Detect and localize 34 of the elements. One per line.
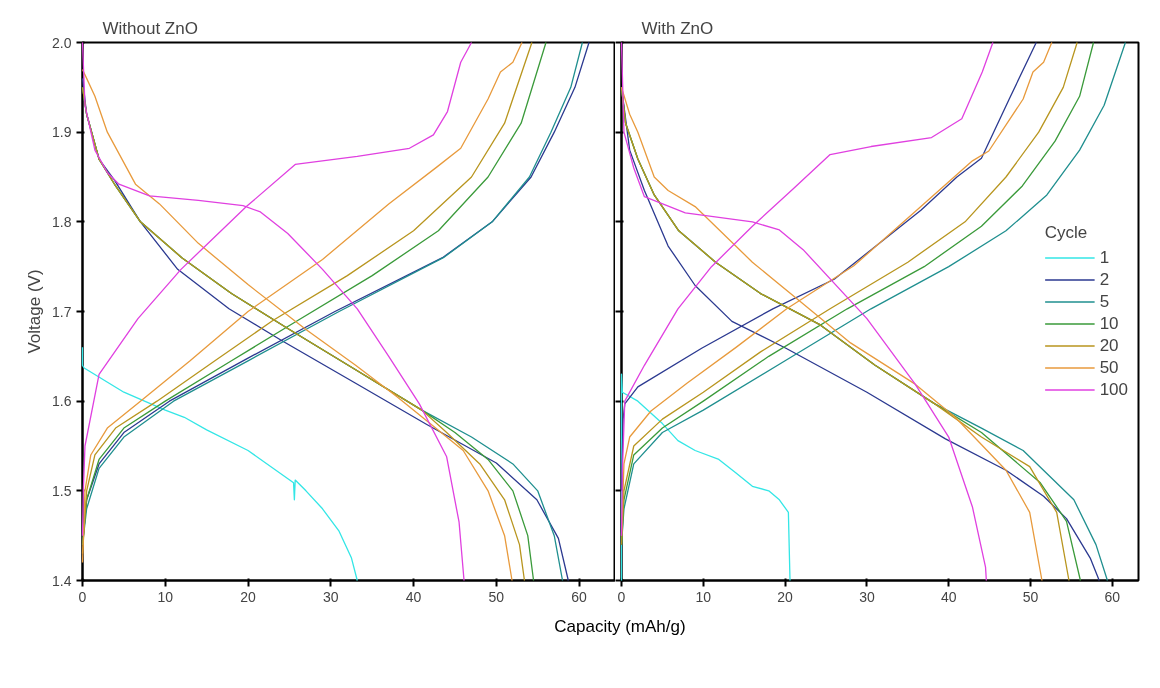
x-tick-label: 40 [405, 588, 422, 605]
y-tick-label: 1.7 [52, 303, 72, 320]
chart-title: Without ZnO [102, 18, 198, 38]
x-tick-label: 30 [323, 588, 339, 605]
chart-title: With ZnO [641, 18, 714, 38]
line-series [81, 346, 358, 582]
x-tick-label: 10 [157, 588, 174, 605]
legend-title: Cycle [1044, 222, 1089, 243]
x-tick-label: 0 [617, 588, 626, 605]
x-tick-label: 60 [571, 588, 588, 605]
y-tick-label: 1.8 [52, 213, 72, 230]
legend-label: 2 [1099, 269, 1111, 290]
x-tick-label: 60 [1104, 588, 1121, 605]
x-tick-label: 20 [777, 588, 794, 605]
x-tick-label: 10 [695, 588, 712, 605]
x-axis-title: Capacity (mAh/g) [554, 616, 686, 638]
x-tick-label: 30 [859, 588, 875, 605]
legend-label: 1 [1099, 247, 1111, 268]
y-axis-title: Voltage (V) [25, 269, 45, 354]
y-tick-label: 1.9 [52, 124, 72, 141]
legend-label: 5 [1099, 291, 1111, 312]
y-tick-label: 1.5 [52, 482, 72, 499]
x-tick-label: 50 [1022, 588, 1039, 605]
y-tick-label: 1.6 [52, 393, 72, 410]
x-tick-label: 0 [78, 588, 87, 605]
x-tick-label: 20 [240, 588, 257, 605]
legend-label: 20 [1099, 335, 1120, 356]
x-tick-label: 40 [940, 588, 957, 605]
legend-label: 50 [1099, 357, 1120, 378]
x-tick-label: 50 [488, 588, 505, 605]
legend-label: 10 [1099, 313, 1120, 334]
y-tick-label: 2.0 [52, 34, 72, 51]
y-tick-label: 1.4 [52, 572, 72, 589]
legend-label: 100 [1099, 379, 1128, 400]
